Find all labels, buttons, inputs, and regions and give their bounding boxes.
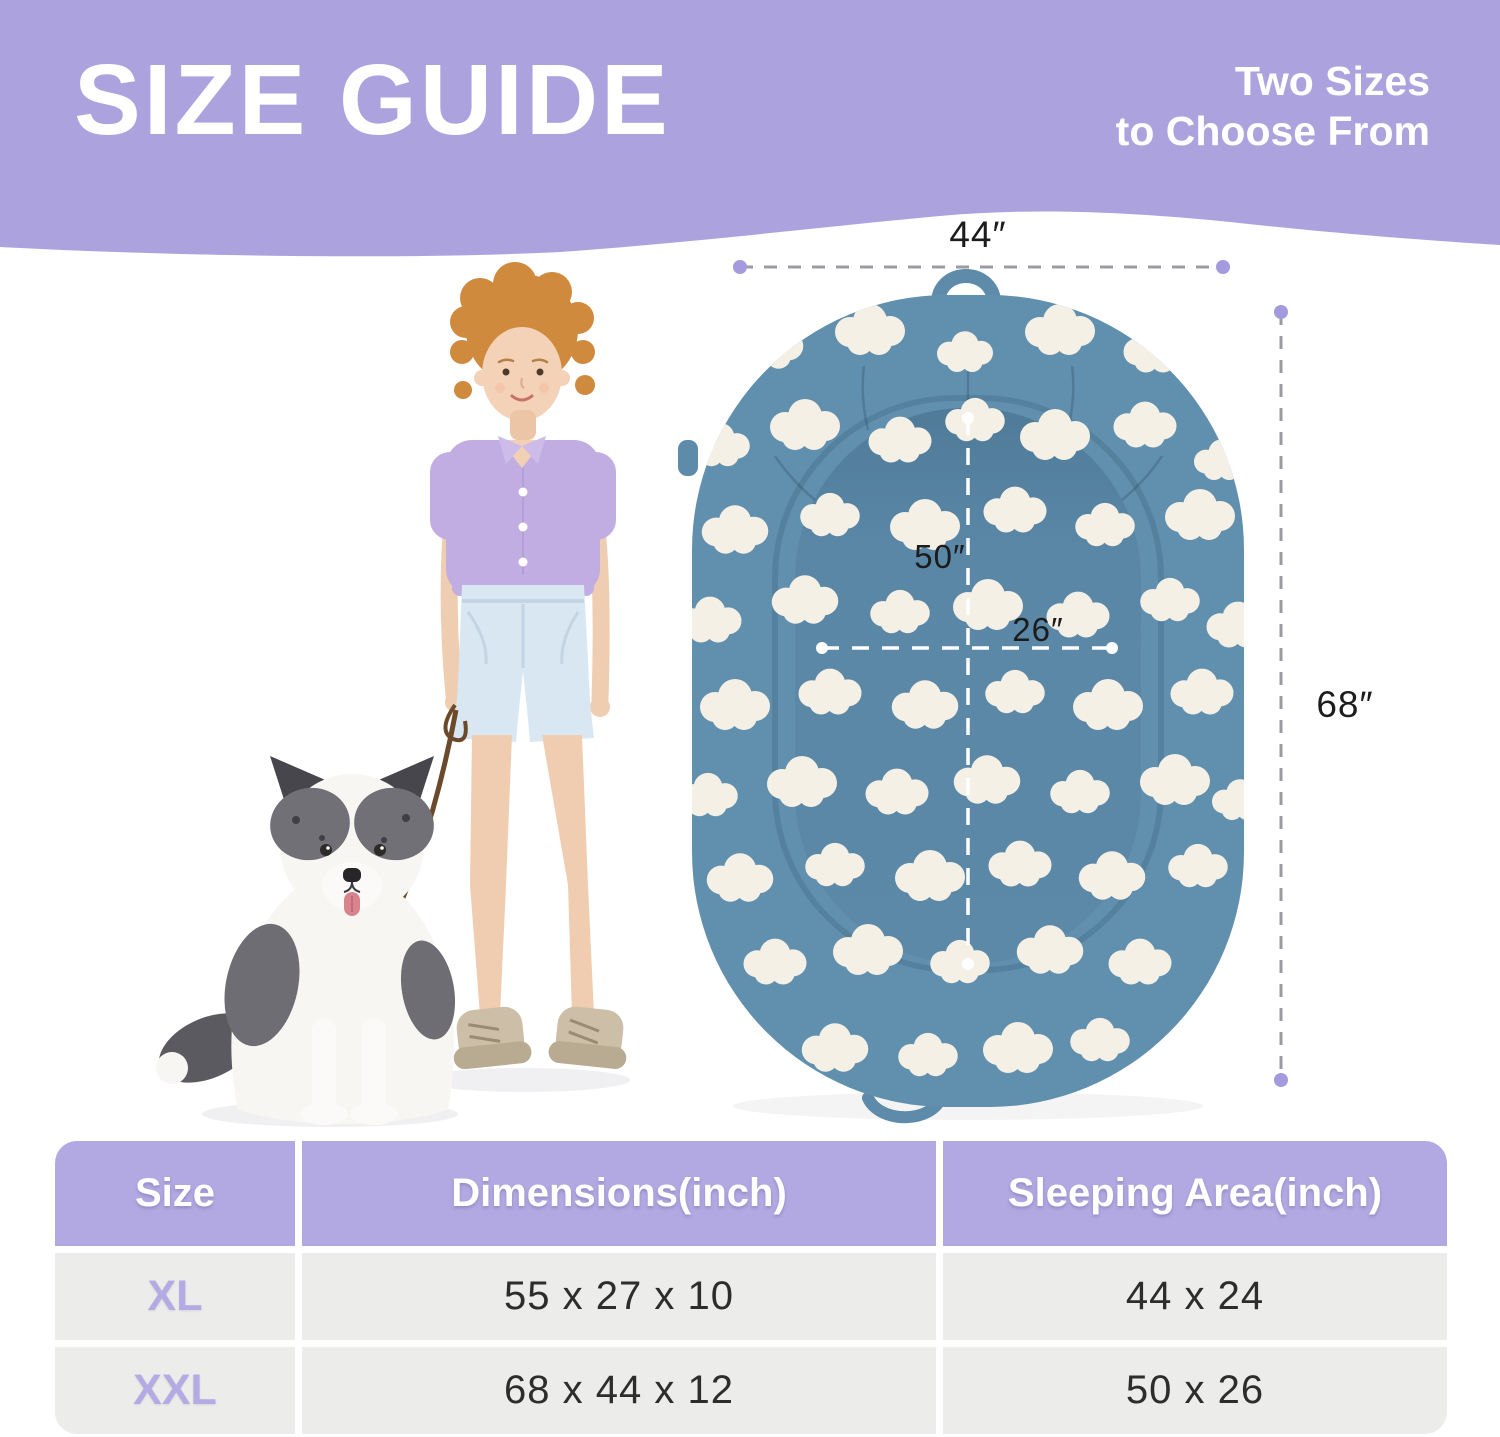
size-table: Size Dimensions(inch) Sleeping Area(inch… <box>55 1141 1447 1434</box>
sleeping-length-dimension-line <box>962 412 974 970</box>
table-row-xl-sleeping-area: 44 x 24 <box>943 1253 1447 1340</box>
dog-photo <box>156 756 456 1125</box>
overall-length-label: 68″ <box>1316 684 1374 725</box>
overall-length-dimension-line <box>1274 305 1288 1087</box>
overall-width-label: 44″ <box>949 214 1007 255</box>
column-header-sleeping-area: Sleeping Area(inch) <box>943 1141 1447 1246</box>
woman-photo <box>430 262 627 1070</box>
table-row-xxl-size: XXL <box>55 1347 295 1434</box>
tagline-line-1: Two Sizes <box>1234 58 1430 104</box>
sleeping-width-dimension-line <box>816 642 1118 654</box>
bed-top-handle <box>931 269 1001 307</box>
overall-width-dimension-line <box>733 260 1230 274</box>
header-tagline: Two Sizes to Choose From <box>1116 56 1430 156</box>
sleeping-length-label: 50″ <box>914 538 966 575</box>
table-row-xl-size: XL <box>55 1253 295 1340</box>
column-header-dimensions: Dimensions(inch) <box>302 1141 936 1246</box>
sleeping-width-label: 26″ <box>1012 611 1064 648</box>
table-row-xl-dimensions: 55 x 27 x 10 <box>302 1253 936 1340</box>
tagline-line-2: to Choose From <box>1115 108 1430 155</box>
page-title: SIZE GUIDE <box>74 44 671 156</box>
header-wave-banner <box>0 0 1500 257</box>
dog-bed-photo <box>678 269 1244 1124</box>
table-row-xxl-dimensions: 68 x 44 x 12 <box>302 1347 936 1434</box>
table-row-xxl-sleeping-area: 50 x 26 <box>943 1347 1447 1434</box>
column-header-size: Size <box>55 1141 295 1246</box>
